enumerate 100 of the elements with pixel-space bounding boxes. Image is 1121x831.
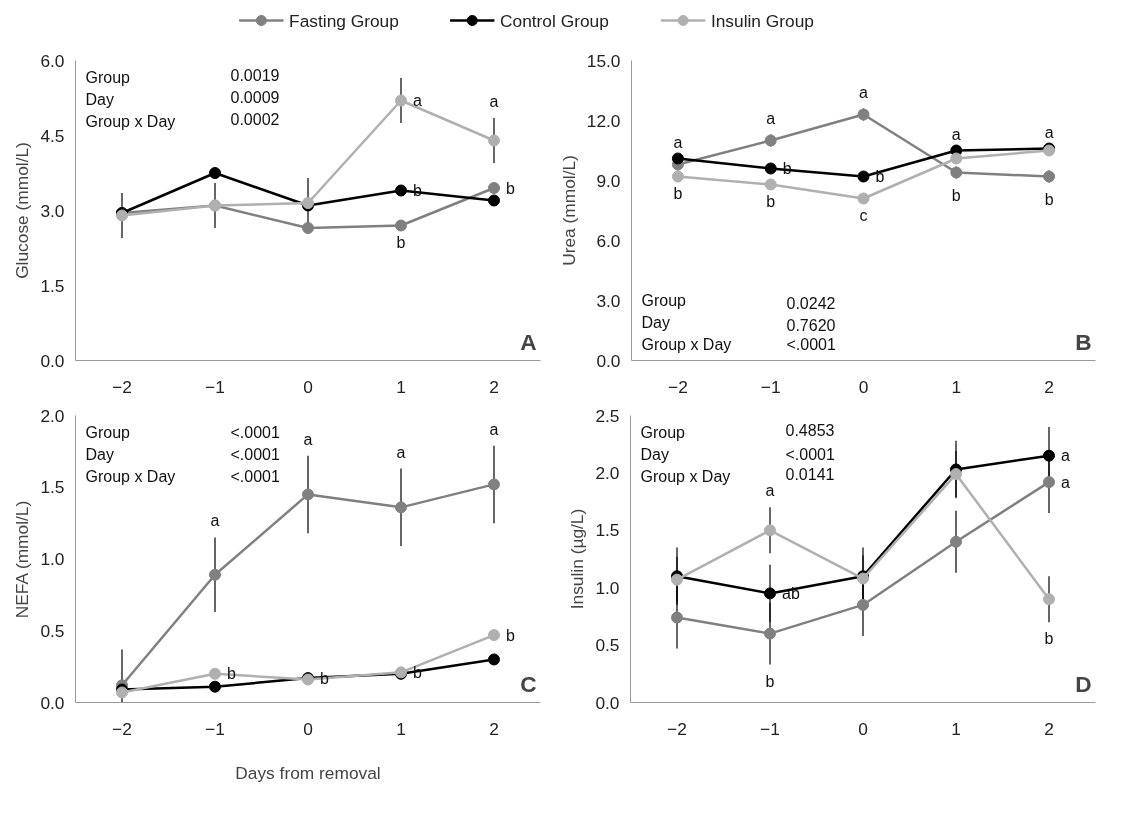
annotation: b [396, 233, 406, 251]
y-tick-label: 6.0 [40, 50, 65, 71]
y-tick-label: 15.0 [586, 50, 621, 71]
annotation: a [765, 482, 775, 500]
annotation: a [303, 430, 313, 448]
legend-label: Insulin Group [710, 10, 814, 31]
y-tick-label: 0.0 [40, 692, 65, 713]
legend-label: Fasting Group [289, 10, 399, 31]
x-tick-label: −1 [760, 718, 780, 739]
annotation: b [765, 672, 775, 690]
x-tick-label: −1 [760, 376, 781, 397]
y-tick-label: 1.0 [40, 549, 65, 569]
annotation: Group x Day [85, 112, 176, 130]
x-tick-label: 0 [858, 718, 868, 739]
annotation: a [951, 125, 961, 143]
y-tick-label: 0.0 [40, 350, 65, 371]
annotation: C [520, 670, 537, 697]
x-tick-label: −2 [112, 376, 132, 397]
annotation: a [210, 512, 220, 530]
annotation: a [859, 83, 869, 101]
annotation: <.0001 [785, 445, 835, 463]
y-axis-title: Insulin (µg/L) [567, 508, 588, 610]
annotation: 0.0141 [785, 465, 835, 483]
annotation: a [766, 109, 776, 127]
annotation: 0.0242 [786, 294, 836, 312]
y-axis-title: Glucose (mmol/L) [12, 142, 33, 279]
annotation: Day [85, 90, 114, 108]
x-tick-label: 2 [489, 376, 499, 397]
y-tick-label: 1.5 [595, 520, 620, 541]
annotation: Group [85, 68, 131, 86]
y-tick-label: 12.0 [586, 110, 621, 131]
annotation: <.0001 [230, 423, 280, 441]
x-tick-label: 0 [303, 718, 313, 739]
y-tick-label: 2.0 [595, 462, 620, 483]
y-tick-label: 2.0 [40, 405, 65, 426]
x-axis-title: Days from removal [235, 762, 381, 783]
annotation: Day [641, 313, 670, 331]
x-tick-label: 2 [1044, 376, 1054, 397]
y-tick-label: 6.0 [596, 230, 621, 251]
annotation: b [227, 665, 236, 683]
annotation: Group x Day [641, 335, 732, 353]
annotation: a [1044, 123, 1054, 141]
annotation: b [951, 186, 961, 204]
x-tick-label: 1 [396, 718, 406, 739]
y-tick-label: 9.0 [596, 170, 621, 191]
annotation: b [1044, 190, 1054, 208]
annotation: c [859, 206, 868, 224]
annotation: 0.0002 [230, 110, 280, 128]
annotation: Day [85, 445, 114, 463]
y-axis-title: Urea (mmol/L) [558, 155, 579, 266]
annotation: a [413, 92, 422, 109]
y-tick-label: 2.5 [595, 405, 620, 426]
annotation: a [396, 443, 406, 461]
y-tick-label: 0.0 [595, 692, 620, 713]
y-tick-label: 1.0 [595, 577, 620, 598]
annotation: b [1044, 630, 1054, 648]
y-tick-label: 3.0 [40, 200, 65, 221]
annotation: a [1061, 473, 1070, 491]
annotation: b [673, 184, 683, 202]
annotation: 0.7620 [786, 316, 836, 334]
x-tick-label: −2 [668, 376, 688, 397]
x-tick-label: −2 [112, 718, 132, 739]
x-tick-label: 0 [303, 376, 313, 397]
annotation: Group [640, 423, 686, 441]
x-tick-label: 2 [489, 718, 499, 739]
x-tick-label: 1 [951, 718, 961, 739]
annotation: Group [641, 291, 687, 309]
y-tick-label: 3.0 [596, 290, 621, 311]
annotation: 0.0019 [230, 66, 280, 84]
x-tick-label: 1 [396, 376, 406, 397]
annotation: Group x Day [85, 467, 176, 485]
annotation: Group [85, 423, 131, 441]
legend-label: Control Group [500, 10, 609, 31]
annotation: A [520, 328, 537, 355]
annotation: a [489, 420, 499, 438]
annotation: b [766, 192, 776, 210]
annotation: D [1075, 670, 1092, 697]
annotation: a [489, 93, 499, 110]
y-tick-label: 0.5 [595, 635, 620, 656]
annotation: B [1075, 328, 1092, 355]
annotation: a [1061, 447, 1070, 465]
annotation: <.0001 [786, 335, 836, 353]
y-axis-title: NEFA (mmol/L) [12, 500, 33, 619]
annotation: 0.4853 [785, 421, 835, 439]
y-tick-label: 1.5 [40, 477, 65, 498]
annotation: <.0001 [230, 467, 280, 485]
annotation: b [506, 179, 515, 197]
x-tick-label: 2 [1044, 718, 1054, 739]
annotation: a [673, 133, 683, 151]
y-tick-label: 0.5 [40, 620, 65, 641]
x-tick-label: 0 [858, 376, 869, 397]
annotation: 0.0009 [230, 88, 280, 106]
annotation: b [875, 168, 885, 185]
x-tick-label: 1 [951, 376, 962, 397]
x-tick-label: −1 [205, 718, 225, 739]
y-tick-label: 0.0 [596, 350, 621, 371]
annotation: b [506, 626, 515, 644]
annotation: Day [640, 445, 669, 463]
x-tick-label: −1 [205, 376, 225, 397]
annotation: Group x Day [640, 467, 731, 485]
